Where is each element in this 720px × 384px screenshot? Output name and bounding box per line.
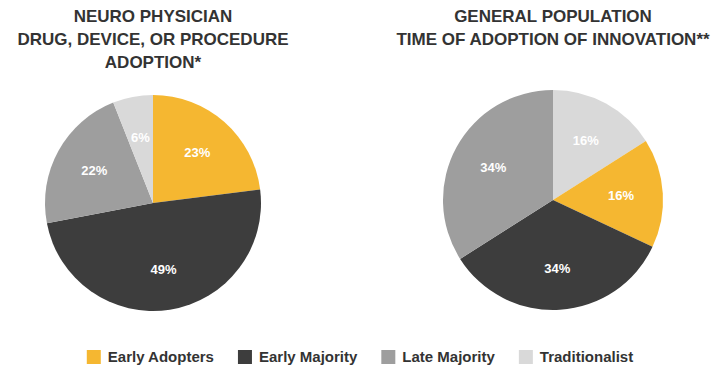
legend-swatch — [87, 350, 101, 364]
data-label: 34% — [544, 261, 570, 276]
data-label: 6% — [131, 130, 150, 145]
pie: 23% 49% 22% 6% — [45, 95, 261, 311]
legend-swatch — [381, 350, 395, 364]
pie-slice — [153, 95, 260, 203]
title-line: DRUG, DEVICE, OR PROCEDURE — [17, 30, 288, 49]
pie-chart: NEURO PHYSICIAN DRUG, DEVICE, OR PROCEDUR… — [17, 7, 288, 311]
data-label: 16% — [608, 188, 634, 203]
data-label: 22% — [81, 163, 107, 178]
title-line: NEURO PHYSICIAN — [74, 7, 233, 26]
legend-swatch — [238, 350, 252, 364]
legend-item: Early Majority — [238, 348, 358, 365]
data-label: 34% — [480, 160, 506, 175]
pie-slice — [443, 90, 553, 259]
legend-label: Early Adopters — [108, 348, 214, 365]
legend-label: Traditionalist — [540, 348, 633, 365]
legend-label: Late Majority — [402, 348, 495, 365]
data-label: 49% — [150, 262, 176, 277]
chart-title: GENERAL POPULATION TIME OF ADOPTION OF IN… — [396, 7, 710, 49]
pie-slice — [113, 95, 153, 203]
title-line: ADOPTION* — [105, 53, 202, 72]
title-line: TIME OF ADOPTION OF INNOVATION** — [396, 30, 710, 49]
data-label: 23% — [184, 145, 210, 160]
data-label: 16% — [573, 133, 599, 148]
chart-title: NEURO PHYSICIAN DRUG, DEVICE, OR PROCEDUR… — [17, 7, 288, 72]
legend-label: Early Majority — [259, 348, 358, 365]
chart-root: NEURO PHYSICIAN DRUG, DEVICE, OR PROCEDUR… — [0, 0, 720, 384]
title-line: GENERAL POPULATION — [454, 7, 652, 26]
legend-item: Early Adopters — [87, 348, 214, 365]
legend-item: Traditionalist — [519, 348, 633, 365]
legend-swatch — [519, 350, 533, 364]
legend: Early Adopters Early Majority Late Majorit… — [87, 348, 633, 365]
pie-chart: GENERAL POPULATION TIME OF ADOPTION OF IN… — [396, 7, 710, 310]
legend-item: Late Majority — [381, 348, 495, 365]
pie: 16% 16% 34% 34% — [443, 90, 663, 310]
